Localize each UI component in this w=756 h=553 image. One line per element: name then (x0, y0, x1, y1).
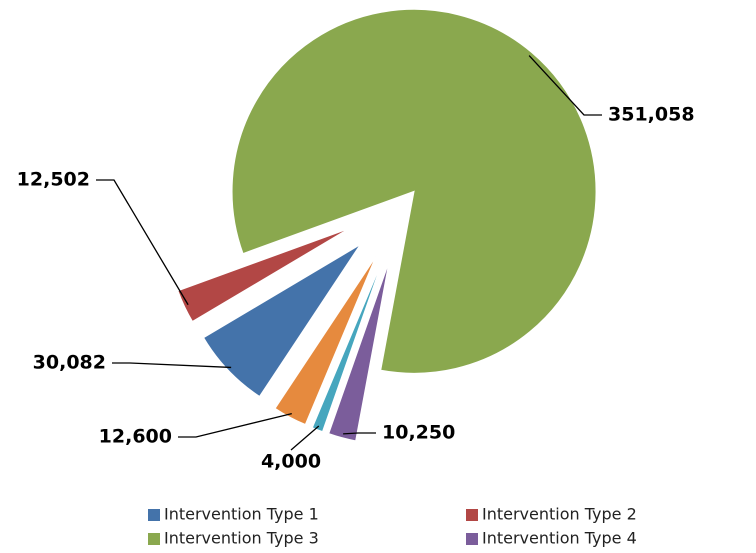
legend-label: Intervention Type 3 (164, 529, 319, 548)
legend-label: Intervention Type 1 (164, 505, 319, 524)
pie-slice (231, 8, 597, 374)
leader-line (178, 412, 292, 438)
data-label: 12,502 (17, 169, 90, 191)
pie-slice (274, 256, 377, 426)
data-label: 4,000 (261, 451, 321, 473)
pie-slice (328, 261, 390, 442)
legend-swatch (466, 533, 478, 545)
leader-line (112, 362, 232, 369)
legend-label: Intervention Type 4 (482, 529, 637, 548)
data-label: 10,250 (382, 422, 455, 444)
legend-swatch (148, 509, 160, 521)
pie-slice (311, 259, 384, 433)
legend-swatch (148, 533, 160, 545)
pie-slice (202, 244, 361, 398)
pie-slice (177, 228, 350, 323)
legend-label: Intervention Type 2 (482, 505, 637, 524)
leader-line (290, 425, 320, 451)
leader-line (343, 432, 376, 435)
data-label: 12,600 (99, 426, 172, 448)
leader-line (528, 55, 602, 116)
data-label: 30,082 (33, 352, 106, 374)
leader-line (96, 179, 189, 306)
data-label: 351,058 (608, 104, 695, 126)
legend-swatch (466, 509, 478, 521)
